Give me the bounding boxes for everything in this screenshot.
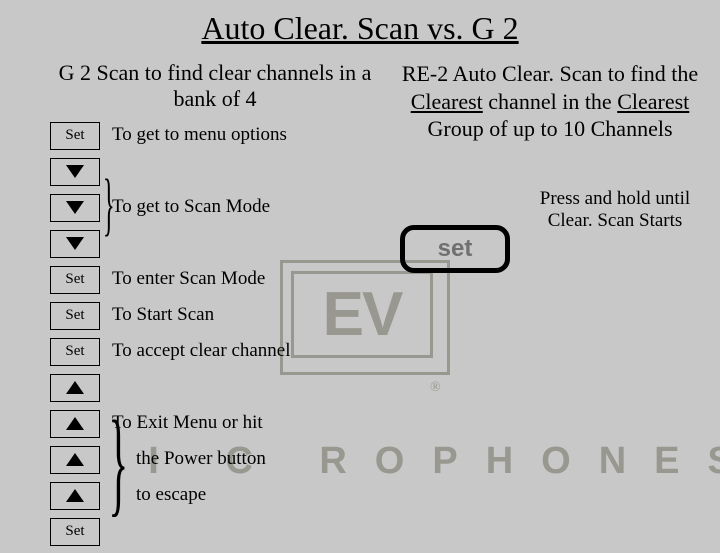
step-menu: Set To get to menu options xyxy=(50,121,380,151)
right-column: RE-2 Auto Clear. Scan to find the Cleare… xyxy=(395,60,705,232)
step-up-2: To Exit Menu or hit xyxy=(50,409,380,439)
step-down-1 xyxy=(50,157,380,187)
text-underline: Clearest xyxy=(411,89,483,114)
right-subtitle: RE-2 Auto Clear. Scan to find the Cleare… xyxy=(395,60,705,143)
text-underline: Clearest xyxy=(617,89,689,114)
down-button[interactable] xyxy=(50,230,100,258)
set-button[interactable]: Set xyxy=(50,338,100,366)
left-subtitle: G 2 Scan to find clear channels in a ban… xyxy=(50,60,380,113)
press-hold-text: Press and hold until Clear. Scan Starts xyxy=(525,188,705,232)
up-button[interactable] xyxy=(50,410,100,438)
brace-icon: } xyxy=(108,409,128,515)
step-down-2: To get to Scan Mode } xyxy=(50,193,380,223)
up-button[interactable] xyxy=(50,482,100,510)
set-big-button[interactable]: set xyxy=(400,225,510,273)
text: Group of up to 10 Channels xyxy=(427,116,672,141)
step-text: To enter Scan Mode xyxy=(112,269,265,290)
set-button[interactable]: Set xyxy=(50,122,100,150)
up-button[interactable] xyxy=(50,374,100,402)
step-start: Set To Start Scan xyxy=(50,301,380,331)
set-button[interactable]: Set xyxy=(50,302,100,330)
step-down-3 xyxy=(50,229,380,259)
step-up-4: to escape xyxy=(50,481,380,511)
step-text: the Power button xyxy=(112,449,266,470)
left-column: G 2 Scan to find clear channels in a ban… xyxy=(50,60,380,553)
step-up-1 xyxy=(50,373,380,403)
step-exit-set: Set xyxy=(50,517,380,547)
step-accept: Set To accept clear channel xyxy=(50,337,380,367)
step-up-3: the Power button } xyxy=(50,445,380,475)
registered-icon: ® xyxy=(430,380,441,396)
step-text: To Start Scan xyxy=(112,305,214,326)
up-button[interactable] xyxy=(50,446,100,474)
step-text: To get to Scan Mode xyxy=(112,197,270,218)
text: RE-2 Auto Clear. Scan to find the xyxy=(402,61,698,86)
step-text: To Exit Menu or hit xyxy=(112,413,263,434)
down-button[interactable] xyxy=(50,194,100,222)
text: channel in the xyxy=(483,89,617,114)
step-text: To get to menu options xyxy=(112,125,287,146)
page-title: Auto Clear. Scan vs. G 2 xyxy=(0,0,720,47)
down-button[interactable] xyxy=(50,158,100,186)
step-text: To accept clear channel xyxy=(112,341,291,362)
set-button[interactable]: Set xyxy=(50,266,100,294)
set-button[interactable]: Set xyxy=(50,518,100,546)
step-enter: Set To enter Scan Mode xyxy=(50,265,380,295)
brace-icon: } xyxy=(103,173,115,236)
